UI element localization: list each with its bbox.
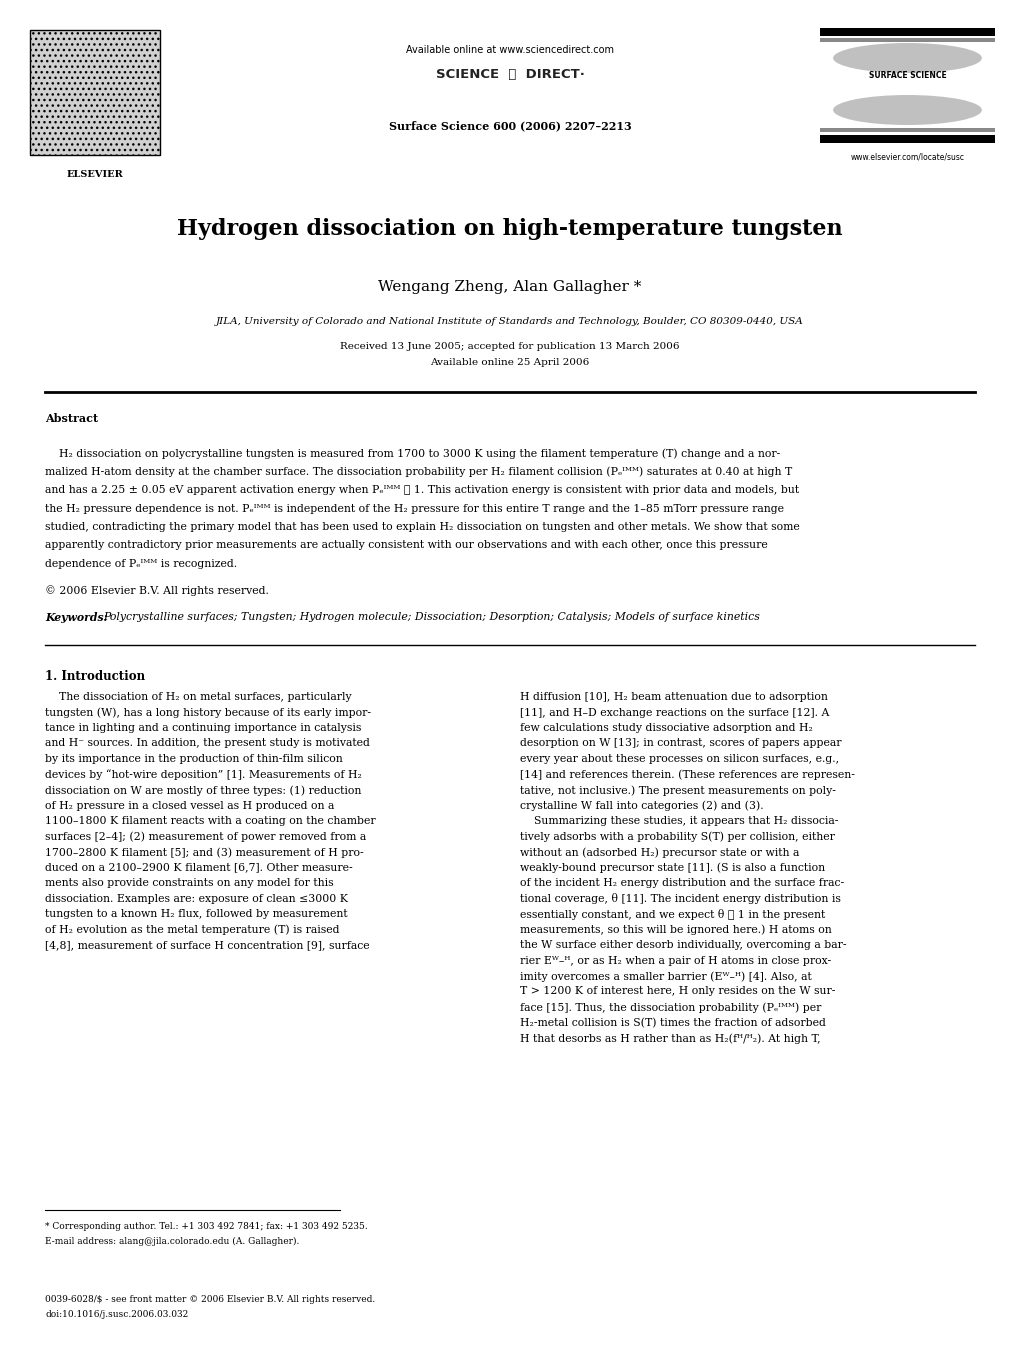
Text: [4,8], measurement of surface H concentration [9], surface: [4,8], measurement of surface H concentr… xyxy=(45,940,369,950)
Bar xyxy=(819,128,994,132)
Text: T > 1200 K of interest here, H only resides on the W sur-: T > 1200 K of interest here, H only resi… xyxy=(520,986,835,997)
Text: © 2006 Elsevier B.V. All rights reserved.: © 2006 Elsevier B.V. All rights reserved… xyxy=(45,585,269,596)
Text: * Corresponding author. Tel.: +1 303 492 7841; fax: +1 303 492 5235.: * Corresponding author. Tel.: +1 303 492… xyxy=(45,1223,368,1231)
Text: malized H-atom density at the chamber surface. The dissociation probability per : malized H-atom density at the chamber su… xyxy=(45,466,792,477)
Bar xyxy=(819,135,994,143)
Text: 1100–1800 K filament reacts with a coating on the chamber: 1100–1800 K filament reacts with a coati… xyxy=(45,816,375,825)
Text: H₂-metal collision is S(T) times the fraction of adsorbed: H₂-metal collision is S(T) times the fra… xyxy=(520,1017,825,1028)
Bar xyxy=(819,38,994,42)
Text: tungsten (W), has a long history because of its early impor-: tungsten (W), has a long history because… xyxy=(45,708,371,719)
Text: Abstract: Abstract xyxy=(45,413,98,424)
Text: weakly-bound precursor state [11]. (S is also a function: weakly-bound precursor state [11]. (S is… xyxy=(520,862,824,873)
Text: dependence of Pₑᴵᴹᴹ is recognized.: dependence of Pₑᴵᴹᴹ is recognized. xyxy=(45,559,236,569)
Text: dissociation. Examples are: exposure of clean ≤3000 K: dissociation. Examples are: exposure of … xyxy=(45,893,347,904)
Text: and has a 2.25 ± 0.05 eV apparent activation energy when Pₑᴵᴹᴹ ≪ 1. This activat: and has a 2.25 ± 0.05 eV apparent activa… xyxy=(45,485,798,494)
Text: 1700–2800 K filament [5]; and (3) measurement of H pro-: 1700–2800 K filament [5]; and (3) measur… xyxy=(45,847,363,858)
Text: Polycrystalline surfaces; Tungsten; Hydrogen molecule; Dissociation; Desorption;: Polycrystalline surfaces; Tungsten; Hydr… xyxy=(103,612,759,621)
Text: Available online 25 April 2006: Available online 25 April 2006 xyxy=(430,358,589,367)
Text: JILA, University of Colorado and National Institute of Standards and Technology,: JILA, University of Colorado and Nationa… xyxy=(216,317,803,326)
Text: measurements, so this will be ignored here.) H atoms on: measurements, so this will be ignored he… xyxy=(520,924,830,935)
Text: the W surface either desorb individually, overcoming a bar-: the W surface either desorb individually… xyxy=(520,940,846,950)
Text: E-mail address: alang@jila.colorado.edu (A. Gallagher).: E-mail address: alang@jila.colorado.edu … xyxy=(45,1238,300,1246)
Text: imity overcomes a smaller barrier (Eᵂ–ᴴ) [4]. Also, at: imity overcomes a smaller barrier (Eᵂ–ᴴ)… xyxy=(520,971,811,982)
Ellipse shape xyxy=(833,95,981,126)
Text: tative, not inclusive.) The present measurements on poly-: tative, not inclusive.) The present meas… xyxy=(520,785,835,796)
Text: tance in lighting and a continuing importance in catalysis: tance in lighting and a continuing impor… xyxy=(45,723,361,734)
Text: Wengang Zheng, Alan Gallagher *: Wengang Zheng, Alan Gallagher * xyxy=(378,280,641,295)
Text: without an (adsorbed H₂) precursor state or with a: without an (adsorbed H₂) precursor state… xyxy=(520,847,799,858)
Text: doi:10.1016/j.susc.2006.03.032: doi:10.1016/j.susc.2006.03.032 xyxy=(45,1310,189,1319)
Text: of the incident H₂ energy distribution and the surface frac-: of the incident H₂ energy distribution a… xyxy=(520,878,844,888)
Text: [14] and references therein. (These references are represen-: [14] and references therein. (These refe… xyxy=(520,770,854,780)
Text: of H₂ evolution as the metal temperature (T) is raised: of H₂ evolution as the metal temperature… xyxy=(45,924,339,935)
Text: 1. Introduction: 1. Introduction xyxy=(45,670,145,684)
Text: ments also provide constraints on any model for this: ments also provide constraints on any mo… xyxy=(45,878,333,888)
Text: 0039-6028/$ - see front matter © 2006 Elsevier B.V. All rights reserved.: 0039-6028/$ - see front matter © 2006 El… xyxy=(45,1296,375,1304)
Text: tungsten to a known H₂ flux, followed by measurement: tungsten to a known H₂ flux, followed by… xyxy=(45,909,347,919)
Text: apparently contradictory prior measurements are actually consistent with our obs: apparently contradictory prior measureme… xyxy=(45,540,767,550)
Text: SCIENCE  ⓐ  DIRECT·: SCIENCE ⓐ DIRECT· xyxy=(435,68,584,81)
Text: face [15]. Thus, the dissociation probability (Pₑᴵᴹᴹ) per: face [15]. Thus, the dissociation probab… xyxy=(520,1002,820,1012)
Text: studied, contradicting the primary model that has been used to explain H₂ dissoc: studied, contradicting the primary model… xyxy=(45,521,799,532)
Text: H₂ dissociation on polycrystalline tungsten is measured from 1700 to 3000 K usin: H₂ dissociation on polycrystalline tungs… xyxy=(45,449,780,458)
Text: surfaces [2–4]; (2) measurement of power removed from a: surfaces [2–4]; (2) measurement of power… xyxy=(45,831,366,842)
Text: The dissociation of H₂ on metal surfaces, particularly: The dissociation of H₂ on metal surfaces… xyxy=(45,692,352,703)
Text: duced on a 2100–2900 K filament [6,7]. Other measure-: duced on a 2100–2900 K filament [6,7]. O… xyxy=(45,862,353,873)
Text: by its importance in the production of thin-film silicon: by its importance in the production of t… xyxy=(45,754,342,765)
Text: Hydrogen dissociation on high-temperature tungsten: Hydrogen dissociation on high-temperatur… xyxy=(177,218,842,240)
Text: SURFACE SCIENCE: SURFACE SCIENCE xyxy=(868,70,946,80)
Text: every year about these processes on silicon surfaces, e.g.,: every year about these processes on sili… xyxy=(520,754,839,765)
Text: rier Eᵂ–ᴴ, or as H₂ when a pair of H atoms in close prox-: rier Eᵂ–ᴴ, or as H₂ when a pair of H ato… xyxy=(520,955,830,966)
Text: Surface Science 600 (2006) 2207–2213: Surface Science 600 (2006) 2207–2213 xyxy=(388,120,631,131)
Text: H that desorbs as H rather than as H₂(fᴴ/ᴴ₂). At high T,: H that desorbs as H rather than as H₂(fᴴ… xyxy=(520,1034,820,1043)
Text: the H₂ pressure dependence is not. Pₑᴵᴹᴹ is independent of the H₂ pressure for t: the H₂ pressure dependence is not. Pₑᴵᴹᴹ… xyxy=(45,504,784,513)
Text: of H₂ pressure in a closed vessel as H produced on a: of H₂ pressure in a closed vessel as H p… xyxy=(45,801,334,811)
Bar xyxy=(819,28,994,36)
Text: desorption on W [13]; in contrast, scores of papers appear: desorption on W [13]; in contrast, score… xyxy=(520,739,841,748)
Text: Summarizing these studies, it appears that H₂ dissocia-: Summarizing these studies, it appears th… xyxy=(520,816,838,825)
Text: crystalline W fall into categories (2) and (3).: crystalline W fall into categories (2) a… xyxy=(520,801,763,811)
Text: dissociation on W are mostly of three types: (1) reduction: dissociation on W are mostly of three ty… xyxy=(45,785,361,796)
Bar xyxy=(30,30,160,155)
Text: tional coverage, θ [11]. The incident energy distribution is: tional coverage, θ [11]. The incident en… xyxy=(520,893,840,905)
Text: and H⁻ sources. In addition, the present study is motivated: and H⁻ sources. In addition, the present… xyxy=(45,739,370,748)
Text: Received 13 June 2005; accepted for publication 13 March 2006: Received 13 June 2005; accepted for publ… xyxy=(340,342,679,351)
Text: H diffusion [10], H₂ beam attenuation due to adsorption: H diffusion [10], H₂ beam attenuation du… xyxy=(520,692,827,703)
Text: tively adsorbs with a probability S(T) per collision, either: tively adsorbs with a probability S(T) p… xyxy=(520,831,835,842)
Text: Keywords:: Keywords: xyxy=(45,612,108,623)
Text: few calculations study dissociative adsorption and H₂: few calculations study dissociative adso… xyxy=(520,723,812,734)
Text: [11], and H–D exchange reactions on the surface [12]. A: [11], and H–D exchange reactions on the … xyxy=(520,708,828,717)
Text: ELSEVIER: ELSEVIER xyxy=(66,170,123,178)
Text: Available online at www.sciencedirect.com: Available online at www.sciencedirect.co… xyxy=(406,45,613,55)
Text: essentially constant, and we expect θ ≪ 1 in the present: essentially constant, and we expect θ ≪ … xyxy=(520,909,824,920)
Text: devices by “hot-wire deposition” [1]. Measurements of H₂: devices by “hot-wire deposition” [1]. Me… xyxy=(45,770,362,781)
Ellipse shape xyxy=(833,43,981,73)
Text: www.elsevier.com/locate/susc: www.elsevier.com/locate/susc xyxy=(850,153,964,161)
